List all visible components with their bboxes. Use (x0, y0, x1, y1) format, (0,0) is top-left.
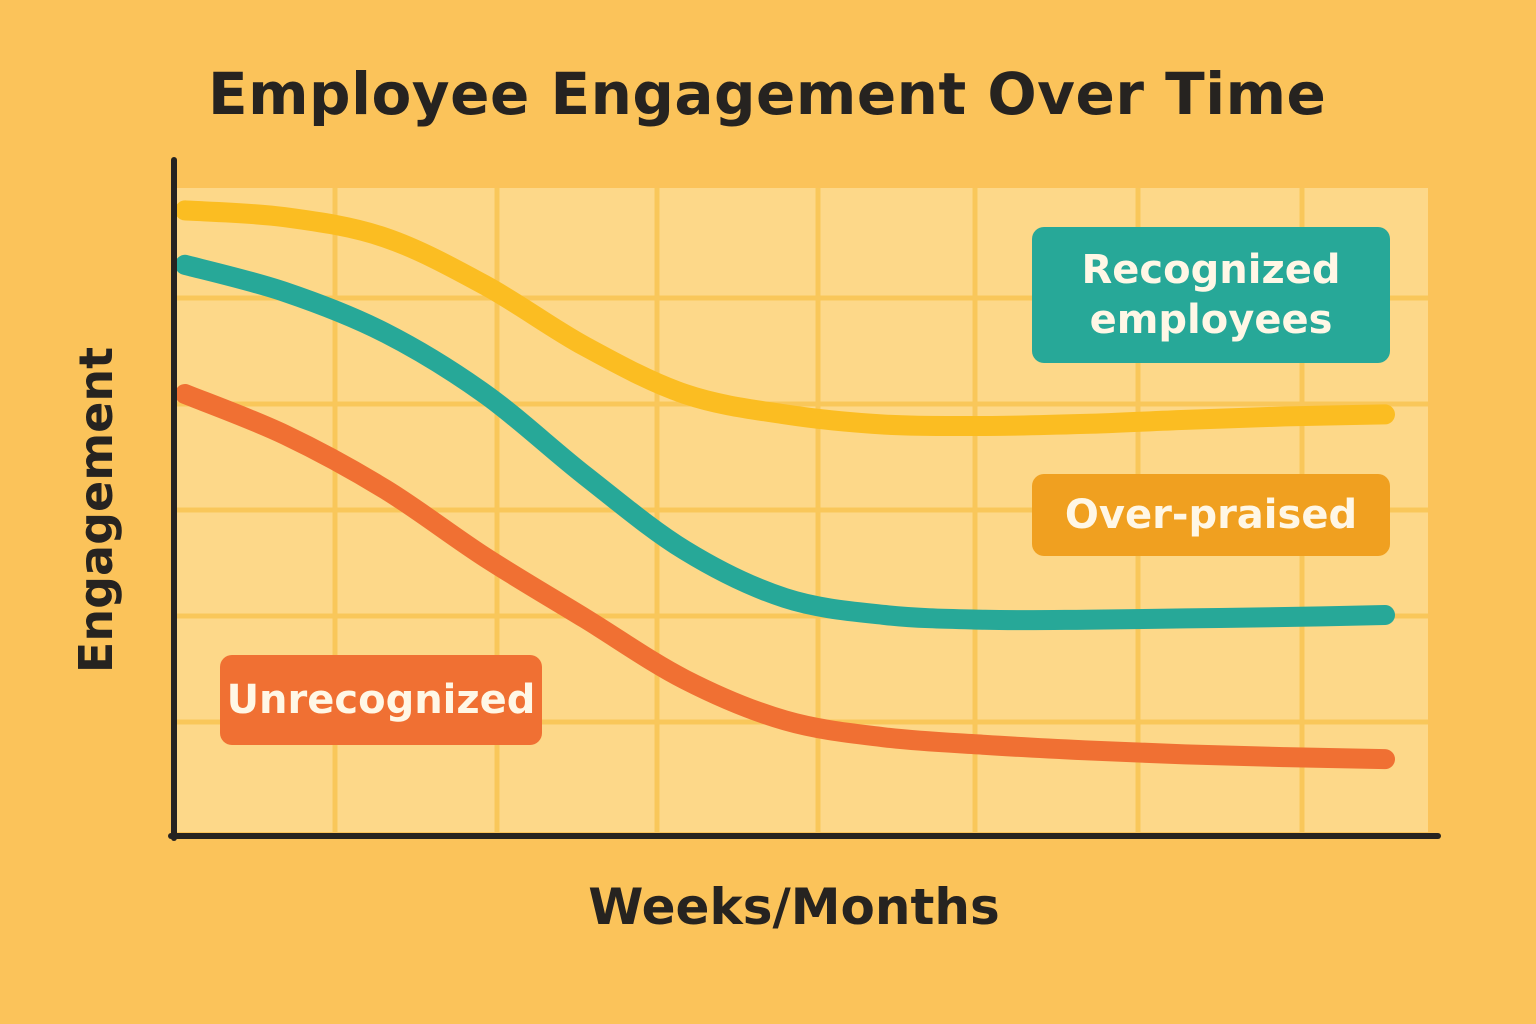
legend-tag-over-praised: Over-praised (1032, 474, 1390, 556)
series-line-over-praised (175, 200, 1395, 437)
x-axis-label: Weeks/Months (588, 878, 1000, 936)
legend-tag-unrecognized: Unrecognized (220, 655, 542, 745)
chart-title: Employee Engagement Over Time (208, 60, 1327, 128)
series-line-unrecognized (175, 384, 1395, 770)
legend-tag-recognized-employees: Recognized employees (1032, 227, 1390, 363)
series-lines (175, 200, 1395, 770)
series-line-recognized-employees (175, 254, 1395, 631)
y-axis-label: Engagement (69, 346, 123, 674)
